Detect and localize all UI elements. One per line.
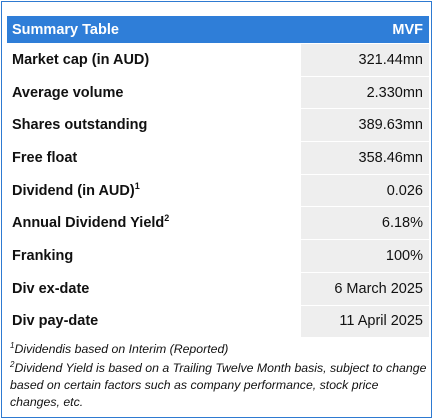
row-label-text: Franking bbox=[12, 247, 74, 264]
table-row: Market cap (in AUD) 321.44mn bbox=[7, 44, 429, 77]
ticker-label: MVF bbox=[299, 16, 429, 44]
table-row: Shares outstanding 389.63mn bbox=[7, 109, 429, 143]
footnote-text: Dividend Yield is based on a Trailing Tw… bbox=[10, 361, 427, 409]
footnote-text: Dividendis based on Interim (Reported) bbox=[14, 342, 229, 356]
row-label: Div pay-date bbox=[7, 305, 299, 339]
row-label-text: Div ex-date bbox=[12, 280, 90, 297]
row-label: Shares outstanding bbox=[7, 109, 299, 143]
row-label: Market cap (in AUD) bbox=[7, 44, 299, 77]
footnote: 2Dividend Yield is based on a Trailing T… bbox=[10, 360, 428, 411]
row-label-text: Free float bbox=[12, 149, 78, 166]
row-value: 389.63mn bbox=[299, 109, 429, 143]
row-label-text: Market cap (in AUD) bbox=[12, 51, 150, 68]
row-label: Franking bbox=[7, 240, 299, 273]
row-label-text: Dividend (in AUD) bbox=[12, 182, 135, 199]
footnote: 1Dividendis based on Interim (Reported) bbox=[10, 341, 428, 358]
row-value: 11 April 2025 bbox=[299, 305, 429, 339]
table-header-row: Summary Table MVF bbox=[7, 16, 429, 44]
table-row: Franking 100% bbox=[7, 240, 429, 273]
table-row: Free float 358.46mn bbox=[7, 142, 429, 175]
table-row: Average volume 2.330mn bbox=[7, 76, 429, 110]
summary-table: Summary Table MVF Market cap (in AUD) 32… bbox=[7, 16, 429, 339]
footnote-marker: 2 bbox=[10, 359, 15, 369]
footnote-marker: 1 bbox=[134, 180, 140, 191]
row-label-text: Div pay-date bbox=[12, 313, 99, 330]
table-row: Div ex-date 6 March 2025 bbox=[7, 272, 429, 306]
table-row: Annual Dividend Yield2 6.18% bbox=[7, 207, 429, 241]
row-value: 321.44mn bbox=[299, 44, 429, 77]
row-value: 100% bbox=[299, 240, 429, 273]
row-label: Dividend (in AUD)1 bbox=[7, 174, 299, 208]
row-label: Free float bbox=[7, 142, 299, 175]
footnotes: 1Dividendis based on Interim (Reported) … bbox=[10, 341, 428, 413]
table-row: Div pay-date 11 April 2025 bbox=[7, 305, 429, 339]
footnote-marker: 2 bbox=[164, 213, 170, 224]
row-value: 6 March 2025 bbox=[299, 272, 429, 306]
row-value: 6.18% bbox=[299, 207, 429, 241]
row-label: Annual Dividend Yield2 bbox=[7, 207, 299, 241]
row-label-text: Annual Dividend Yield bbox=[12, 215, 165, 232]
footnote-marker: 1 bbox=[10, 340, 15, 350]
row-value: 2.330mn bbox=[299, 76, 429, 110]
row-value: 0.026 bbox=[299, 174, 429, 208]
row-label: Average volume bbox=[7, 76, 299, 110]
table-title: Summary Table bbox=[7, 16, 299, 44]
row-label-text: Average volume bbox=[12, 84, 124, 101]
row-value: 358.46mn bbox=[299, 142, 429, 175]
table-row: Dividend (in AUD)1 0.026 bbox=[7, 174, 429, 208]
row-label-text: Shares outstanding bbox=[12, 117, 148, 134]
row-label: Div ex-date bbox=[7, 272, 299, 306]
